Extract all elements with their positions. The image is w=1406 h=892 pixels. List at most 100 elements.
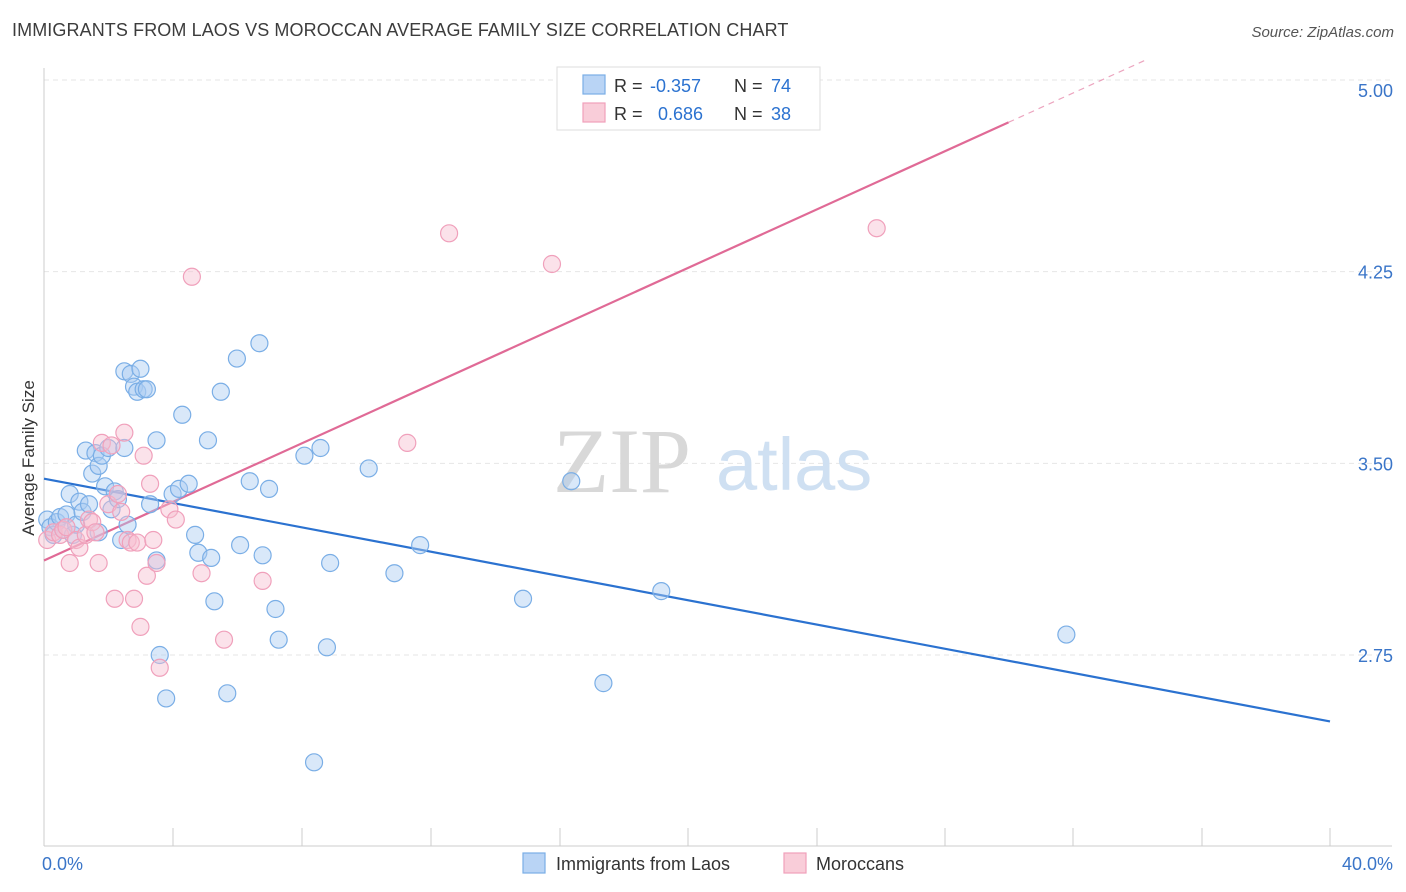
legend-n-label: N = <box>734 104 763 124</box>
source-label: Source: ZipAtlas.com <box>1251 24 1394 41</box>
data-point-laos <box>231 536 250 555</box>
y-tick-label: 3.50 <box>1358 454 1393 474</box>
data-point-laos <box>385 564 404 583</box>
y-tick-label: 4.25 <box>1358 263 1393 283</box>
data-point-moroccans <box>115 423 134 442</box>
data-point-moroccans <box>214 630 234 649</box>
data-point-laos <box>147 431 166 450</box>
data-point-moroccans <box>105 589 124 608</box>
legend-n-value: 38 <box>771 104 791 124</box>
watermark: ZIP atlas <box>553 410 872 512</box>
data-point-laos <box>140 495 160 514</box>
data-point-moroccans <box>128 533 147 552</box>
legend-bottom-swatch-pink <box>783 852 807 874</box>
legend-top: R = -0.357 N = 74 R = 0.686 N = 38 <box>556 66 821 131</box>
trend-line <box>43 121 1009 562</box>
data-point-laos <box>359 459 378 478</box>
x-tick-label: 0.0% <box>42 854 83 874</box>
data-point-laos <box>205 592 224 611</box>
legend-r-value: -0.357 <box>650 76 701 96</box>
data-point-moroccans <box>192 564 211 583</box>
chart-title: IMMIGRANTS FROM LAOS VS MOROCCAN AVERAGE… <box>12 20 789 40</box>
data-point-moroccans <box>83 513 102 532</box>
data-point-moroccans <box>112 502 131 521</box>
data-point-laos <box>266 599 285 619</box>
legend-swatch-blue <box>582 74 606 95</box>
data-point-moroccans <box>166 510 185 529</box>
data-point-laos <box>131 359 150 378</box>
legend-r-value: 0.686 <box>658 104 703 124</box>
data-point-moroccans <box>60 553 79 573</box>
data-point-moroccans <box>144 530 163 550</box>
legend-bottom-label-moroccans: Moroccans <box>816 854 904 874</box>
data-point-laos <box>211 382 230 401</box>
data-point-laos <box>652 582 671 601</box>
y-tick-labels: 2.75 3.50 4.25 5.00 <box>1358 81 1393 666</box>
data-point-laos <box>169 479 189 498</box>
legend-r-label: R = <box>614 76 643 96</box>
legend-bottom-label-laos: Immigrants from Laos <box>556 854 730 874</box>
data-point-moroccans <box>121 533 140 552</box>
data-point-moroccans <box>54 520 73 539</box>
data-point-moroccans <box>131 617 150 636</box>
data-point-laos <box>179 474 198 493</box>
data-point-laos <box>198 431 218 450</box>
y-tick-label: 5.00 <box>1358 81 1393 101</box>
data-point-laos <box>137 380 156 399</box>
data-point-laos <box>317 638 337 657</box>
data-point-moroccans <box>542 254 562 274</box>
data-point-laos <box>89 456 108 475</box>
data-points <box>38 219 1076 772</box>
data-point-laos <box>594 674 613 693</box>
watermark-atlas: atlas <box>716 423 872 506</box>
data-point-laos <box>253 546 272 565</box>
data-point-laos <box>321 553 340 573</box>
data-point-laos <box>411 536 430 555</box>
legend-r-label: R = <box>614 104 643 124</box>
data-point-laos <box>79 495 99 514</box>
legend-n-value: 74 <box>771 76 791 96</box>
data-point-laos <box>1057 625 1076 644</box>
data-point-laos <box>311 438 330 458</box>
data-point-laos <box>173 405 192 424</box>
y-tick-label: 2.75 <box>1358 646 1393 666</box>
data-point-laos <box>157 689 176 708</box>
data-point-moroccans <box>102 436 121 455</box>
x-tick-labels: 0.0% 40.0% <box>42 854 1393 874</box>
data-point-laos <box>227 349 246 368</box>
data-point-moroccans <box>86 523 105 542</box>
legend-n-label: N = <box>734 76 763 96</box>
legend-bottom: Immigrants from Laos Moroccans <box>522 852 904 874</box>
data-point-laos <box>240 472 259 491</box>
trend-line-extension <box>1008 59 1147 123</box>
data-point-laos <box>60 484 79 504</box>
data-point-moroccans <box>439 224 459 243</box>
data-point-moroccans <box>134 446 153 465</box>
data-point-moroccans <box>867 219 886 238</box>
data-point-moroccans <box>108 484 128 504</box>
axes <box>43 68 1392 847</box>
data-point-laos <box>186 525 205 544</box>
data-point-laos <box>269 630 288 649</box>
data-point-laos <box>218 684 237 703</box>
data-point-moroccans <box>150 658 169 677</box>
legend-bottom-swatch-blue <box>522 852 546 874</box>
data-point-moroccans <box>57 518 76 537</box>
watermark-zip: ZIP <box>553 410 691 512</box>
trend-lines <box>43 59 1331 723</box>
data-point-moroccans <box>147 553 166 573</box>
data-point-laos <box>202 548 221 567</box>
data-point-laos <box>150 645 169 665</box>
y-axis-label: Average Family Size <box>19 380 38 536</box>
data-point-laos <box>304 753 324 772</box>
data-point-laos <box>562 472 581 491</box>
data-point-moroccans <box>89 553 108 573</box>
legend-swatch-pink <box>582 102 606 123</box>
grid-lines <box>44 79 1392 656</box>
data-point-moroccans <box>253 571 272 590</box>
data-point-moroccans <box>124 589 144 608</box>
data-point-laos <box>295 446 314 465</box>
data-point-moroccans <box>137 566 156 585</box>
data-point-laos <box>250 334 269 353</box>
